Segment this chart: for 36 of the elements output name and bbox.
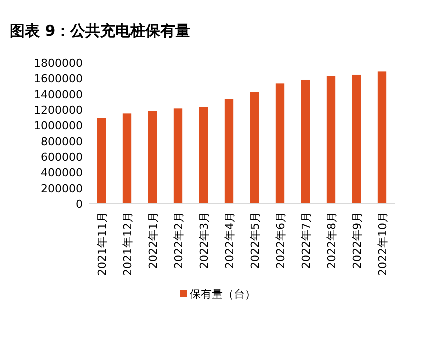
x-tick-label: 2022年6月 [274, 212, 288, 269]
bar [378, 72, 387, 204]
x-tick-label: 2022年3月 [198, 212, 211, 269]
y-tick-label: 1800000 [34, 57, 83, 70]
bar [301, 80, 310, 204]
x-tick-label: 2022年10月 [376, 212, 390, 276]
y-tick-label: 400000 [41, 166, 83, 180]
y-tick-label: 1400000 [34, 88, 83, 102]
legend-label: 保有量（台） [190, 288, 256, 301]
x-tick-label: 2022年9月 [350, 212, 364, 269]
y-tick-label: 600000 [41, 151, 83, 164]
x-tick-label: 2022年7月 [300, 212, 313, 269]
bar [148, 111, 158, 204]
bar [326, 76, 336, 204]
x-tick-label: 2022年1月 [146, 212, 160, 269]
y-tick-label: 200000 [41, 182, 83, 196]
bar [276, 84, 285, 204]
x-tick-label: 2022年2月 [172, 212, 186, 269]
y-tick-label: 800000 [41, 135, 83, 148]
chart-title: 图表 9：公共充电桩保有量 [10, 22, 191, 40]
x-tick-label: 2022年4月 [223, 212, 236, 269]
x-tick-label: 2022年5月 [248, 212, 262, 269]
x-tick-label: 2021年11月 [96, 212, 109, 276]
bar [174, 108, 183, 204]
bar [250, 92, 260, 204]
y-tick-label: 0 [76, 198, 83, 211]
x-tick-label: 2021年12月 [121, 212, 134, 276]
bar [352, 74, 362, 204]
y-tick-label: 1200000 [34, 104, 83, 117]
bar [97, 118, 106, 204]
x-tick-label: 2022年8月 [325, 212, 338, 269]
y-tick-label: 1000000 [34, 120, 83, 133]
bar [224, 99, 234, 204]
y-tick-label: 1600000 [34, 72, 83, 86]
bar [199, 107, 208, 204]
bar [122, 114, 132, 204]
